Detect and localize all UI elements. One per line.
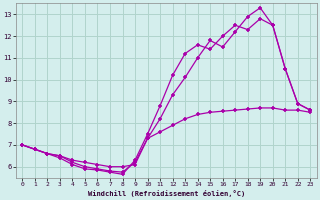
X-axis label: Windchill (Refroidissement éolien,°C): Windchill (Refroidissement éolien,°C) xyxy=(88,190,245,197)
